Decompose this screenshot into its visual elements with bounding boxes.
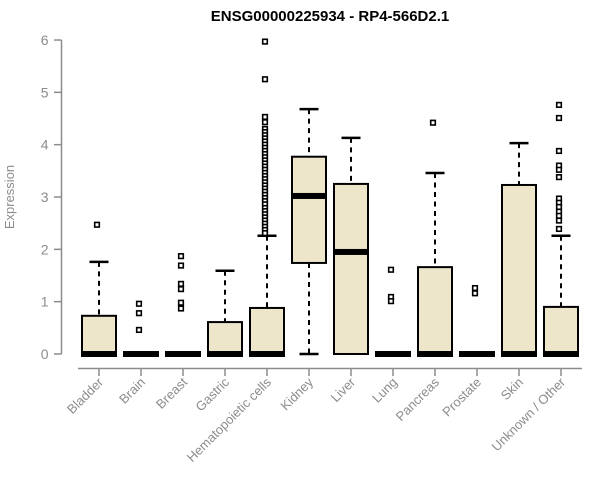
box-kidney [291,107,327,356]
y-tick-label: 0 [41,346,49,362]
y-axis-label: Expression [2,165,17,229]
y-tick-label: 3 [41,189,49,205]
outlier-point [261,119,269,126]
outlier-point [135,326,143,334]
box-bladder [81,221,117,357]
x-tick-label-liver: Liver [328,374,359,405]
box-gastric [207,269,243,357]
median-bar [123,351,159,357]
box-prostate [459,284,495,357]
outlier-point [429,119,437,126]
outlier-point [261,38,269,45]
x-tick-label-bladder: Bladder [64,374,107,417]
y-tick-label: 6 [41,32,49,48]
outlier-point [177,305,185,312]
x-tick-label-breast: Breast [153,374,190,411]
box-pancreas [417,119,453,357]
median-bar [333,248,369,255]
outlier-point [471,284,479,292]
median-bar [543,351,579,357]
median-bar [291,192,327,199]
outlier-point [555,174,563,181]
outlier-point [177,299,185,306]
outlier-point [555,114,563,122]
x-tick-label-kidney: Kidney [277,374,316,413]
x-tick-label-gastric: Gastric [192,374,232,414]
box-lung [375,266,411,357]
outlier-point [177,262,185,269]
boxplot-layer [81,38,579,357]
x-tick-label-brain: Brain [116,375,148,407]
iqr-box [291,155,327,264]
outlier-point [555,147,563,155]
y-tick-label: 4 [41,137,49,153]
outlier-point [135,300,143,307]
y-tick-label: 2 [41,241,49,257]
chart-title: ENSG00000225934 - RP4-566D2.1 [211,8,450,25]
x-tick-label-prostate: Prostate [439,375,484,420]
box-brain [123,300,159,357]
box-liver [333,136,369,355]
outlier-point [387,298,395,305]
box-breast [165,253,201,357]
outlier-point [177,286,185,293]
iqr-box [543,305,579,356]
y-tick-label: 1 [41,294,49,310]
outlier-point [93,221,101,228]
y-axis: 0 1 2 3 4 5 6 [41,32,63,362]
outlier-point [471,290,479,297]
median-bar [207,351,243,357]
outlier-point [261,230,269,237]
iqr-box [501,183,537,355]
iqr-box [207,321,243,356]
outlier-point [555,217,563,224]
y-tick-label: 5 [41,84,49,100]
outlier-point [555,101,563,109]
median-bar [375,351,411,357]
outlier-point [261,113,269,121]
iqr-box [333,182,369,355]
outlier-point [135,310,143,317]
box-unknown-other [543,101,579,357]
outlier-point [555,166,563,173]
x-tick-label-skin: Skin [498,375,526,403]
iqr-box [81,314,117,356]
outlier-point [387,266,395,273]
x-tick-label-lung: Lung [369,375,400,406]
median-bar [417,351,453,357]
median-bar [81,351,117,357]
median-bar [249,351,285,357]
median-bar [501,351,537,357]
box-skin [501,141,537,357]
outlier-point [177,253,185,260]
median-bar [165,351,201,357]
median-bar [459,351,495,357]
x-tick-label-pancreas: Pancreas [393,374,443,424]
box-hematopoietic-cells [249,38,285,357]
iqr-box [417,266,453,355]
iqr-box [249,306,285,355]
outlier-point [177,280,185,287]
outlier-point [261,76,269,83]
outlier-point [555,225,563,233]
x-tick-label-unknown-other: Unknown / Other [489,374,569,454]
